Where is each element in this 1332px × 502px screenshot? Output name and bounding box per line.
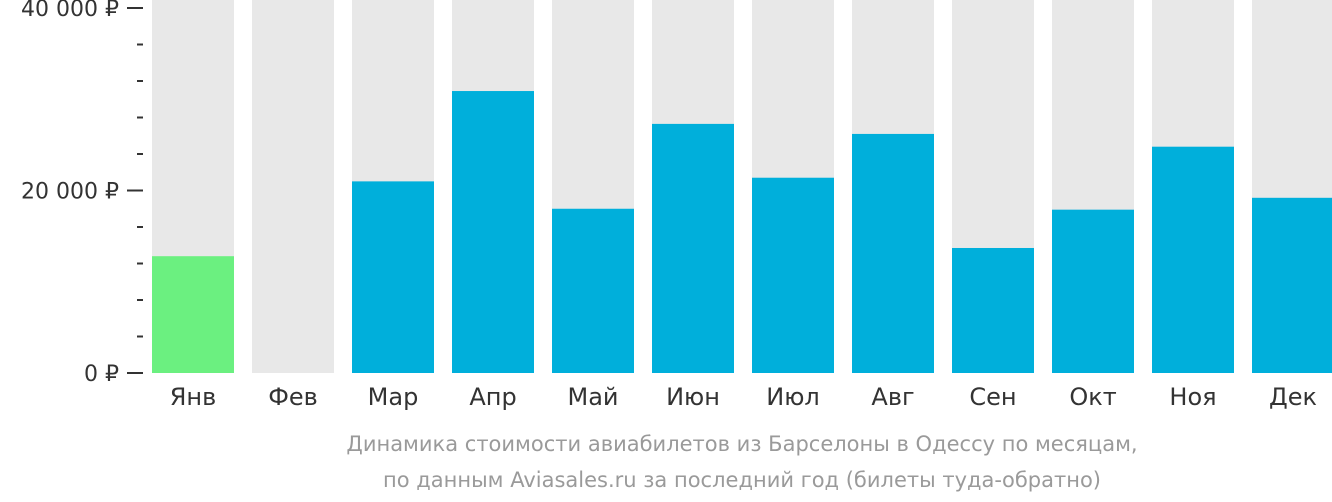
x-tick-label: Окт — [1069, 383, 1116, 411]
bar-Окт — [1052, 209, 1134, 373]
y-tick-label: 40 000 ₽ — [21, 0, 119, 22]
x-tick-label: Янв — [170, 383, 217, 411]
y-tick-label: 20 000 ₽ — [21, 180, 119, 205]
x-tick-label: Дек — [1269, 383, 1317, 411]
bar-Авг — [852, 133, 934, 373]
bar-Июл — [752, 177, 834, 373]
x-tick-label: Ноя — [1169, 383, 1216, 411]
x-tick-label: Фев — [268, 383, 318, 411]
bar-Мар — [352, 181, 434, 373]
x-tick-label: Июл — [766, 383, 820, 411]
x-tick-label: Сен — [969, 383, 1016, 411]
chart-caption-line-1: Динамика стоимости авиабилетов из Барсел… — [346, 432, 1138, 456]
x-tick-label: Июн — [666, 383, 720, 411]
x-tick-label: Мар — [368, 383, 419, 411]
bar-Апр — [452, 91, 534, 373]
bar-background — [252, 0, 334, 373]
x-tick-label: Май — [567, 383, 618, 411]
y-tick-label: 0 ₽ — [84, 362, 119, 387]
bar-chart: 0 ₽ 20 000 ₽ 40 000 ₽ Янв Фев Мар Апр Май Июн Июл… — [21, 0, 1332, 411]
bar-Сен — [952, 247, 1034, 373]
x-tick-label: Апр — [469, 383, 516, 411]
x-tick-label: Авг — [871, 383, 914, 411]
bar-Июн — [652, 123, 734, 373]
bar-Дек — [1252, 197, 1332, 373]
bar-Янв — [152, 256, 234, 373]
chart-caption-line-2: по данным Aviasales.ru за последний год … — [383, 468, 1101, 492]
bar-Ноя — [1152, 146, 1234, 373]
bar-Май — [552, 208, 634, 373]
